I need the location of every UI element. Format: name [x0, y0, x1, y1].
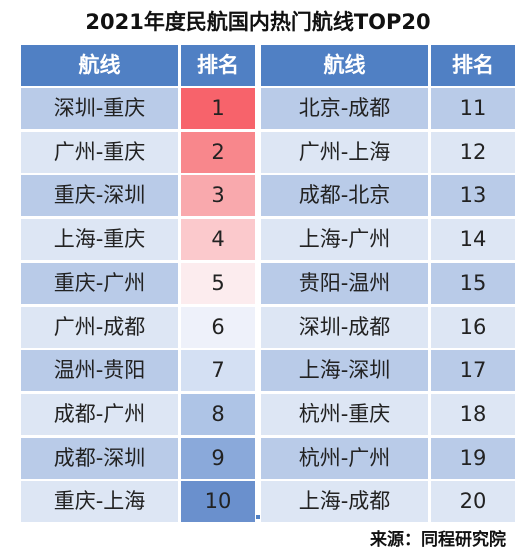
source-note: 来源：同程研究院: [370, 530, 506, 550]
rank-cell: 18: [431, 393, 515, 435]
rank-cell: 19: [431, 437, 515, 479]
route-cell: 成都-北京: [261, 175, 428, 217]
table-row: 重庆-上海 10 上海-成都 20: [0, 481, 516, 524]
rank-cell: 17: [431, 350, 515, 392]
rank-cell: 7: [181, 350, 255, 392]
route-cell: 北京-成都: [261, 88, 428, 129]
rank-cell: 2: [181, 131, 255, 173]
header-route: 航线: [21, 45, 178, 86]
header-rank: 排名: [181, 45, 255, 86]
route-cell: 成都-广州: [21, 393, 178, 435]
header-route-2: 航线: [261, 45, 428, 86]
rank-cell: 14: [431, 219, 515, 261]
route-cell: 重庆-上海: [21, 481, 178, 523]
route-cell: 杭州-广州: [261, 437, 428, 479]
route-cell: 上海-深圳: [261, 350, 428, 392]
table-row: 重庆-广州 5 贵阳-温州 15: [0, 262, 516, 306]
table-header: 航线 排名 航线 排名: [0, 45, 516, 88]
rank-cell: 20: [431, 481, 515, 523]
rank-cell: 12: [431, 131, 515, 173]
page-title: 2021年度民航国内热门航线TOP20: [85, 10, 431, 34]
route-cell: 重庆-深圳: [21, 175, 178, 217]
route-cell: 广州-重庆: [21, 131, 178, 173]
route-cell: 杭州-重庆: [261, 393, 428, 435]
route-cell: 上海-广州: [261, 219, 428, 261]
rank-cell: 16: [431, 306, 515, 348]
rank-cell: 15: [431, 262, 515, 304]
route-cell: 成都-深圳: [21, 437, 178, 479]
table-row: 上海-重庆 4 上海-广州 14: [0, 219, 516, 262]
route-cell: 贵阳-温州: [261, 262, 428, 304]
route-cell: 广州-上海: [261, 131, 428, 173]
rank-cell: 10: [181, 481, 255, 523]
corner-marker: [256, 515, 260, 519]
table-row: 成都-广州 8 杭州-重庆 18: [0, 393, 516, 437]
rank-cell: 5: [181, 262, 255, 304]
route-cell: 深圳-重庆: [21, 88, 178, 129]
route-cell: 深圳-成都: [261, 306, 428, 348]
route-cell: 广州-成都: [21, 306, 178, 348]
rank-cell: 13: [431, 175, 515, 217]
table-row: 深圳-重庆 1 北京-成都 11: [0, 88, 516, 131]
table-row: 温州-贵阳 7 上海-深圳 17: [0, 350, 516, 393]
rank-cell: 3: [181, 175, 255, 217]
table-row: 广州-重庆 2 广州-上海 12: [0, 131, 516, 175]
rank-cell: 4: [181, 219, 255, 261]
header-rank-2: 排名: [431, 45, 515, 86]
route-cell: 上海-重庆: [21, 219, 178, 261]
rank-cell: 9: [181, 437, 255, 479]
route-cell: 重庆-广州: [21, 262, 178, 304]
table-row: 成都-深圳 9 杭州-广州 19: [0, 437, 516, 481]
rank-cell: 1: [181, 88, 255, 129]
rank-cell: 11: [431, 88, 515, 129]
rank-cell: 8: [181, 393, 255, 435]
rank-cell: 6: [181, 306, 255, 348]
table-row: 重庆-深圳 3 成都-北京 13: [0, 175, 516, 218]
route-cell: 温州-贵阳: [21, 350, 178, 392]
route-cell: 上海-成都: [261, 481, 428, 523]
table-row: 广州-成都 6 深圳-成都 16: [0, 306, 516, 350]
